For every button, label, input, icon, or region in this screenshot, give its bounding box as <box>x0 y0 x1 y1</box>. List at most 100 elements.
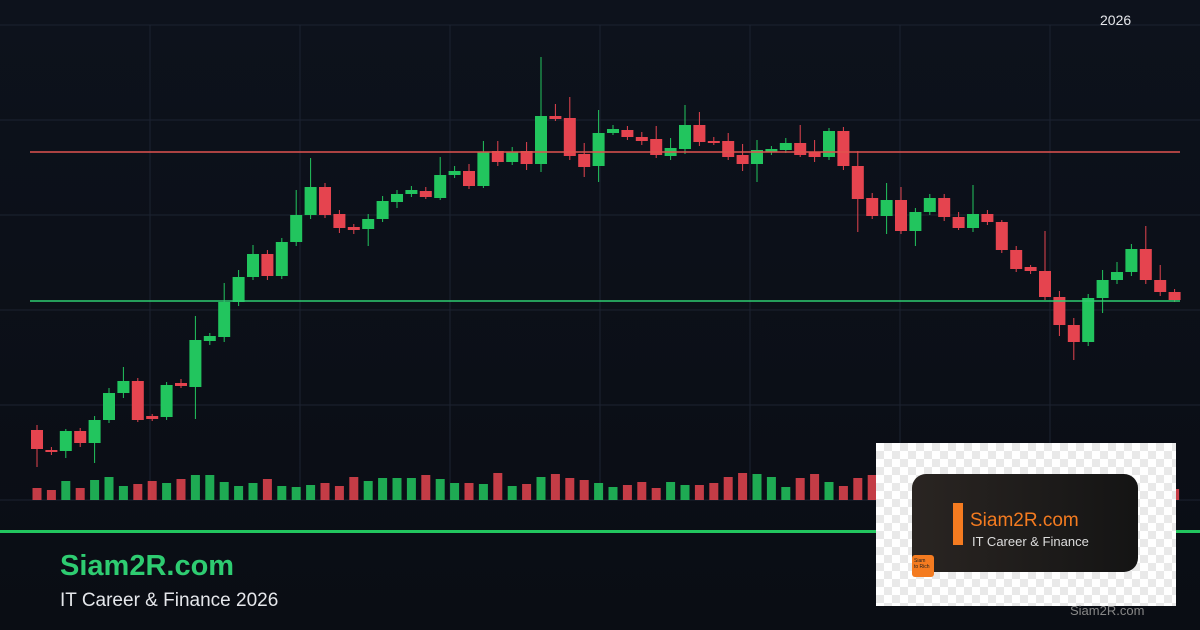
candle-body <box>578 154 591 167</box>
candle-body <box>304 187 317 215</box>
volume-bar <box>853 478 863 500</box>
volume-bar <box>32 488 42 500</box>
candle-body <box>650 139 663 155</box>
icon-text: Siam <box>914 558 926 564</box>
candle-body <box>895 200 907 231</box>
candle-body <box>866 198 879 216</box>
candle-body <box>1125 249 1138 272</box>
volume-bar <box>147 481 157 500</box>
volume-bar <box>478 484 488 500</box>
candle-body <box>592 133 605 166</box>
candle-body <box>1067 325 1080 342</box>
volume-bar <box>536 477 546 500</box>
candle-body <box>419 191 432 197</box>
volume-bar <box>219 482 229 500</box>
volume-bar <box>421 475 431 500</box>
candle-body <box>794 143 807 155</box>
logo-card: Siam2R.com IT Career & Finance <box>912 474 1138 572</box>
volume-bar <box>810 474 820 500</box>
volume-bar <box>363 481 373 500</box>
volume-bar <box>522 484 532 500</box>
candle-body <box>434 175 447 198</box>
volume-bar <box>723 477 733 500</box>
volume-bar <box>666 482 676 500</box>
candle-body <box>146 416 159 419</box>
volume-bar <box>234 486 244 500</box>
candle-body <box>45 450 58 452</box>
candle-body <box>218 302 231 337</box>
volume-bar <box>464 483 474 500</box>
candle-body <box>189 340 202 387</box>
candle-body <box>837 131 850 166</box>
volume-bar <box>392 478 402 500</box>
candle-body <box>1111 272 1123 280</box>
logo-image: Siam2R.com IT Career & Finance Siam to Ri… <box>876 443 1176 606</box>
volume-bar <box>867 475 877 500</box>
volume-bar <box>205 475 215 500</box>
volume-bar <box>824 482 834 500</box>
candle-body <box>707 141 720 143</box>
volume-bar <box>579 480 589 500</box>
candle-body <box>103 393 115 420</box>
volume-bar <box>694 485 704 500</box>
volume-bar <box>637 482 647 500</box>
volume-bar <box>291 487 301 500</box>
volume-bar <box>320 483 330 500</box>
volume-bar <box>450 483 460 500</box>
volume-bar <box>709 483 719 500</box>
candle-body <box>491 151 504 162</box>
candle-body <box>621 130 634 137</box>
volume-bar <box>378 478 388 500</box>
volume-bar <box>46 490 56 500</box>
candle-body <box>463 171 475 186</box>
candle-body <box>319 187 331 215</box>
volume-bar <box>262 479 272 500</box>
volume-bar <box>507 486 517 500</box>
volume-bar <box>248 483 258 500</box>
candle-body <box>938 198 951 217</box>
candle-body <box>1168 292 1181 300</box>
volume-bar <box>594 483 604 500</box>
volume-bar <box>349 477 359 500</box>
watermark: Siam2R.com <box>1070 603 1145 618</box>
volume-bar <box>493 473 503 500</box>
candle-body <box>448 171 461 175</box>
candle-body <box>1139 249 1152 280</box>
candle-body <box>751 150 763 164</box>
volume-bar <box>565 478 575 500</box>
candle-body <box>909 212 922 231</box>
candle-body <box>362 219 375 229</box>
candle-body <box>1096 280 1109 298</box>
volume-bar <box>75 488 85 500</box>
candle-body <box>506 152 519 162</box>
candle-body <box>1154 280 1167 292</box>
volume-bar <box>738 473 748 500</box>
candle-body <box>88 420 101 443</box>
candle-body <box>1010 250 1023 269</box>
candle-body <box>923 198 936 212</box>
candle-body <box>347 227 360 230</box>
candle-body <box>981 214 994 222</box>
candle-body <box>131 381 144 420</box>
candle-body <box>175 383 187 386</box>
volume-bar <box>680 485 690 500</box>
volume-bar <box>651 488 661 500</box>
candle-body <box>563 118 576 156</box>
volume-bar <box>90 480 100 500</box>
volume-bar <box>334 486 344 500</box>
candle-body <box>261 254 274 276</box>
volume-bar <box>435 479 445 500</box>
volume-bar <box>133 484 143 500</box>
candle-body <box>1024 267 1037 271</box>
logo-title: Siam2R.com <box>970 510 1079 531</box>
candle-body <box>477 152 490 186</box>
volume-bar <box>608 487 618 500</box>
volume-bar <box>752 474 762 500</box>
candle-body <box>1053 297 1066 325</box>
candle-body <box>232 277 245 302</box>
volume-bar <box>277 486 287 500</box>
candle-body <box>1082 298 1095 342</box>
volume-bar <box>61 481 71 500</box>
